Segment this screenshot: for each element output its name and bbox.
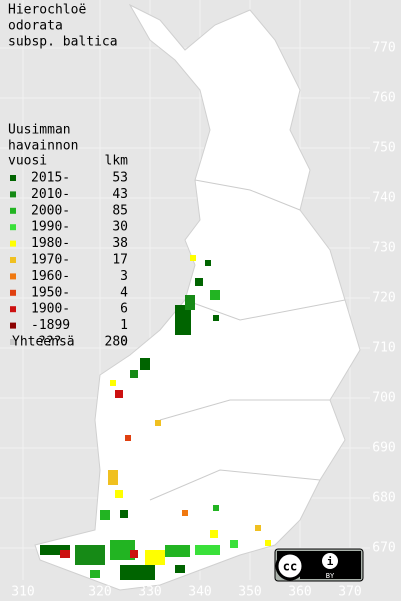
legend-swatch bbox=[10, 289, 16, 296]
legend-swatch bbox=[10, 224, 16, 231]
legend-heading: vuosi bbox=[8, 154, 47, 169]
license-by: BY bbox=[326, 572, 335, 580]
x-tick-label: 360 bbox=[288, 585, 311, 600]
legend-swatch bbox=[10, 207, 16, 214]
legend-total: 280 bbox=[105, 335, 128, 350]
legend-label: 1960- bbox=[31, 269, 70, 284]
legend-label: 1970- bbox=[31, 253, 70, 268]
x-tick-label: 330 bbox=[138, 585, 161, 600]
legend-label: 1900- bbox=[31, 302, 70, 317]
legend-swatch bbox=[10, 240, 16, 247]
legend-label: ??? bbox=[38, 335, 61, 350]
legend-label: 2000- bbox=[31, 203, 70, 218]
title-line: subsp. baltica bbox=[8, 35, 118, 50]
legend-count: 17 bbox=[112, 253, 128, 268]
title-line: Hierochloë bbox=[8, 3, 86, 18]
y-tick-label: 740 bbox=[372, 191, 395, 206]
legend-heading: havainnon bbox=[8, 139, 78, 154]
legend-label: -1899 bbox=[31, 318, 70, 333]
y-tick-label: 670 bbox=[372, 541, 395, 556]
legend-count: 43 bbox=[112, 187, 128, 202]
legend-swatch bbox=[10, 175, 16, 181]
legend-label: 2010- bbox=[31, 187, 70, 202]
legend-label: 1990- bbox=[31, 220, 70, 235]
legend-swatch bbox=[10, 306, 16, 313]
legend-label: 1950- bbox=[31, 285, 70, 300]
y-tick-label: 760 bbox=[372, 91, 395, 106]
legend-heading: Uusimman bbox=[8, 123, 71, 138]
legend-label: 1980- bbox=[31, 236, 70, 251]
legend-count: 3 bbox=[120, 269, 128, 284]
legend-swatch bbox=[10, 339, 16, 345]
license-info: i bbox=[327, 555, 334, 568]
y-tick-label: 690 bbox=[372, 441, 395, 456]
x-tick-label: 370 bbox=[338, 585, 361, 600]
legend-swatch bbox=[10, 257, 16, 263]
y-tick-label: 770 bbox=[372, 41, 395, 56]
legend-count: 1 bbox=[120, 318, 128, 333]
license-cc: cc bbox=[283, 560, 297, 574]
finland-outline bbox=[34, 3, 361, 591]
legend-count: 53 bbox=[112, 171, 128, 186]
observation-squares bbox=[40, 255, 271, 580]
y-tick-label: 720 bbox=[372, 291, 395, 306]
legend-swatch bbox=[10, 322, 16, 329]
y-tick-label: 710 bbox=[372, 341, 395, 356]
title-line: odorata bbox=[8, 19, 63, 34]
y-tick-label: 730 bbox=[372, 241, 395, 256]
legend-count: 30 bbox=[112, 220, 128, 235]
legend-count: 0 bbox=[120, 335, 128, 350]
x-tick-label: 310 bbox=[11, 585, 34, 600]
legend-count: 4 bbox=[120, 285, 128, 300]
legend-count-heading: lkm bbox=[105, 154, 129, 169]
x-tick-label: 350 bbox=[238, 585, 261, 600]
y-tick-label: 680 bbox=[372, 491, 395, 506]
legend-count: 38 bbox=[112, 236, 128, 251]
y-tick-label: 750 bbox=[372, 141, 395, 156]
license-badge: cc i BY bbox=[274, 548, 364, 582]
legend-label: 2015- bbox=[31, 171, 70, 186]
x-tick-label: 320 bbox=[88, 585, 111, 600]
y-tick-label: 700 bbox=[372, 391, 395, 406]
province-borders bbox=[149, 179, 346, 501]
legend-swatch bbox=[10, 191, 16, 198]
legend-swatch bbox=[10, 273, 16, 280]
x-tick-label: 340 bbox=[188, 585, 211, 600]
legend-count: 6 bbox=[120, 302, 128, 317]
legend-count: 85 bbox=[112, 203, 128, 218]
legend-total-label: Yhteensä bbox=[12, 335, 75, 350]
